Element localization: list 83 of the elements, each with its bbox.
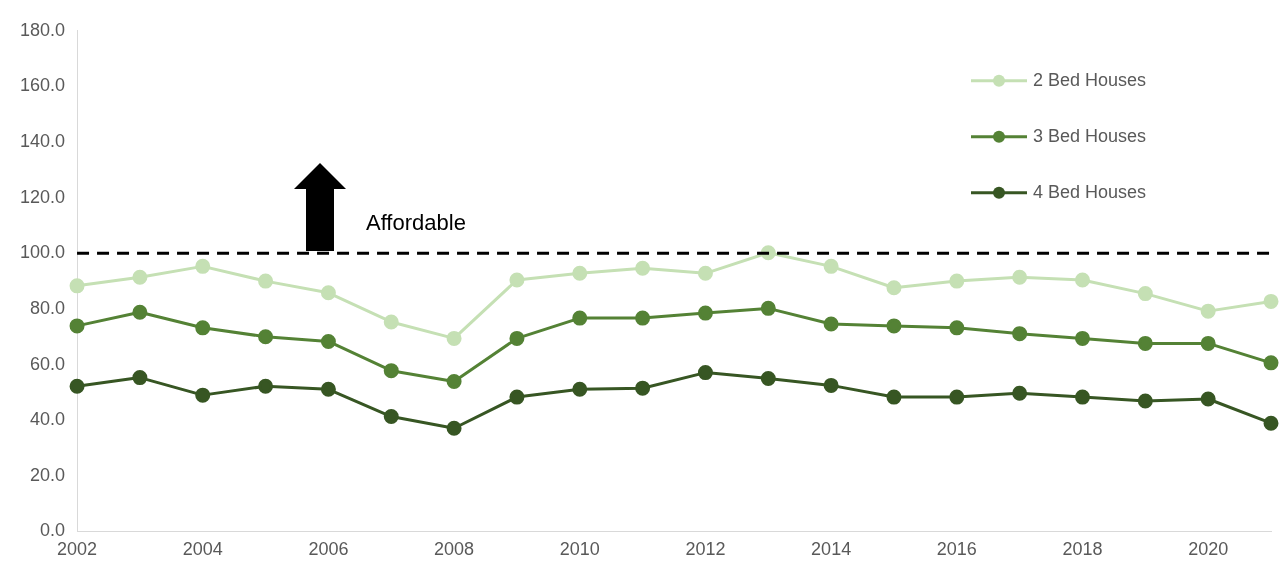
x-tick-label: 2002 [57, 539, 98, 560]
point [446, 330, 462, 346]
x-tick-label: 2014 [811, 539, 852, 560]
y-tick-label: 80.0 [30, 297, 66, 318]
point [1200, 335, 1216, 351]
point [1200, 391, 1216, 407]
y-tick-label: 20.0 [30, 464, 66, 485]
point [886, 318, 902, 334]
x-tick-label: 2020 [1188, 539, 1229, 560]
y-tick-label: 60.0 [30, 353, 66, 374]
point [1263, 355, 1279, 371]
x-tick-label: 2016 [936, 539, 977, 560]
point [1074, 330, 1090, 346]
point [635, 260, 651, 276]
point [572, 265, 588, 281]
point [760, 300, 776, 316]
legend-label: 3 Bed Houses [1033, 125, 1147, 146]
point [1137, 286, 1153, 302]
x-tick-label: 2018 [1062, 539, 1103, 560]
point [258, 273, 274, 289]
point [823, 258, 839, 274]
point [697, 265, 713, 281]
point [949, 320, 965, 336]
point [823, 316, 839, 332]
point [69, 318, 85, 334]
point [509, 330, 525, 346]
point [320, 381, 336, 397]
point [572, 381, 588, 397]
x-tick-label: 2008 [434, 539, 475, 560]
point [1137, 335, 1153, 351]
point [132, 370, 148, 386]
point [886, 280, 902, 296]
point [1137, 393, 1153, 409]
point [1012, 326, 1028, 342]
point [69, 278, 85, 294]
point [195, 320, 211, 336]
point [1074, 389, 1090, 405]
point [1263, 415, 1279, 431]
point [195, 387, 211, 403]
point [697, 305, 713, 321]
point [1263, 293, 1279, 309]
point [258, 378, 274, 394]
point [69, 378, 85, 394]
point [1074, 272, 1090, 288]
y-tick-label: 140.0 [20, 131, 66, 152]
point [949, 389, 965, 405]
point [383, 363, 399, 379]
point [132, 304, 148, 320]
x-tick-label: 2010 [559, 539, 600, 560]
x-tick-label: 2006 [308, 539, 349, 560]
y-tick-label: 0.0 [40, 520, 66, 541]
y-tick-label: 100.0 [20, 242, 66, 263]
y-tick-label: 180.0 [20, 19, 66, 40]
point [1012, 385, 1028, 401]
point [572, 310, 588, 326]
point [949, 273, 965, 289]
point [1012, 269, 1028, 285]
point [1200, 303, 1216, 319]
point [446, 420, 462, 436]
point [258, 329, 274, 345]
point [697, 365, 713, 381]
point [320, 285, 336, 301]
legend-label: 2 Bed Houses [1033, 69, 1147, 90]
point [446, 374, 462, 389]
point [320, 333, 336, 349]
x-tick-label: 2004 [182, 539, 223, 560]
y-tick-label: 40.0 [30, 409, 66, 430]
point [760, 370, 776, 386]
ref-line-label: Affordable [365, 210, 466, 236]
point [383, 314, 399, 330]
point [886, 389, 902, 405]
point [823, 377, 839, 393]
x-tick-label: 2012 [685, 539, 726, 560]
point [635, 380, 651, 396]
point [635, 310, 651, 326]
point [509, 272, 525, 288]
y-tick-label: 120.0 [20, 186, 66, 207]
y-tick-label: 160.0 [20, 75, 66, 96]
point [132, 269, 148, 285]
point [383, 409, 399, 425]
point [509, 389, 525, 405]
legend-label: 4 Bed Houses [1033, 181, 1147, 202]
point [195, 258, 211, 274]
